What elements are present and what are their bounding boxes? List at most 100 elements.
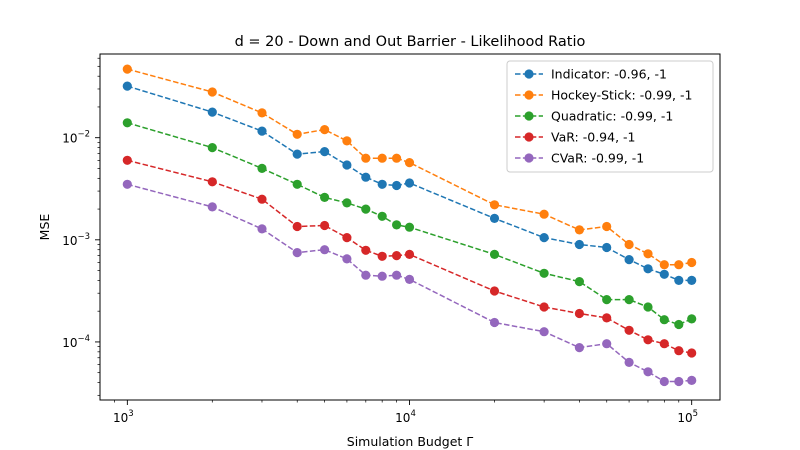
data-point bbox=[377, 153, 387, 163]
data-point bbox=[574, 277, 585, 287]
data-point bbox=[602, 242, 612, 253]
data-point bbox=[257, 224, 267, 234]
data-point bbox=[320, 192, 330, 202]
data-point bbox=[489, 317, 500, 328]
legend-label: Hockey-Stick: -0.99, -1 bbox=[551, 88, 692, 103]
data-point bbox=[624, 239, 634, 250]
x-tick-label: 103 bbox=[113, 409, 134, 425]
plot-frame bbox=[99, 53, 721, 401]
data-point bbox=[643, 249, 653, 259]
data-point bbox=[687, 275, 697, 285]
data-point bbox=[292, 179, 302, 189]
x-axis-label: Simulation Budget Γ bbox=[347, 434, 473, 449]
y-tick-label: 10−2 bbox=[62, 130, 90, 146]
legend-label: Indicator: -0.96, -1 bbox=[551, 67, 667, 82]
data-point bbox=[624, 295, 634, 305]
data-point bbox=[674, 275, 684, 285]
data-point bbox=[539, 209, 549, 219]
data-point bbox=[207, 177, 217, 187]
data-point bbox=[674, 319, 684, 330]
data-point bbox=[602, 221, 612, 232]
chart-title: d = 20 - Down and Out Barrier - Likeliho… bbox=[235, 34, 586, 50]
data-point bbox=[643, 335, 653, 345]
data-point bbox=[361, 204, 371, 214]
data-point bbox=[377, 251, 387, 261]
legend-box bbox=[506, 60, 714, 173]
data-point bbox=[404, 274, 415, 284]
data-point bbox=[687, 257, 697, 268]
data-point bbox=[292, 129, 302, 139]
y-axis-label: MSE bbox=[37, 214, 52, 241]
data-point bbox=[257, 194, 267, 204]
data-point bbox=[122, 81, 132, 91]
data-point bbox=[602, 313, 612, 323]
data-point bbox=[687, 348, 697, 358]
data-point bbox=[361, 245, 371, 255]
data-point bbox=[377, 271, 387, 281]
y-axis: 10−4 10−3 10−2 bbox=[62, 57, 100, 396]
data-point bbox=[539, 233, 549, 243]
x-tick-label: 105 bbox=[677, 409, 698, 425]
legend-label: CVaR: -0.99, -1 bbox=[551, 151, 644, 166]
data-point bbox=[643, 367, 653, 377]
data-point bbox=[404, 222, 415, 232]
data-point bbox=[539, 268, 549, 278]
data-point bbox=[207, 107, 217, 117]
data-point bbox=[602, 339, 612, 349]
data-point bbox=[342, 136, 352, 146]
data-point bbox=[392, 180, 402, 191]
data-point bbox=[257, 163, 267, 173]
data-point bbox=[574, 308, 585, 319]
legend-marker bbox=[524, 90, 534, 100]
legend-marker bbox=[524, 111, 534, 121]
data-point bbox=[207, 202, 217, 212]
data-point bbox=[377, 211, 387, 221]
data-point bbox=[687, 314, 697, 324]
data-point bbox=[574, 239, 585, 250]
data-point bbox=[122, 118, 132, 128]
data-point bbox=[659, 339, 669, 349]
data-point bbox=[659, 260, 669, 270]
data-point bbox=[624, 325, 634, 335]
data-point bbox=[643, 264, 653, 274]
data-point bbox=[320, 125, 330, 135]
data-point bbox=[392, 251, 402, 261]
data-point bbox=[643, 302, 653, 312]
data-point bbox=[342, 198, 352, 208]
data-point bbox=[122, 179, 132, 189]
data-point bbox=[392, 153, 402, 163]
data-point bbox=[659, 315, 669, 325]
data-point bbox=[122, 64, 132, 74]
data-point bbox=[659, 376, 669, 387]
legend-label: VaR: -0.94, -1 bbox=[551, 130, 635, 145]
data-point bbox=[292, 221, 302, 232]
data-point bbox=[320, 220, 330, 231]
data-point bbox=[207, 87, 217, 97]
data-point bbox=[489, 286, 500, 296]
data-point bbox=[292, 248, 302, 258]
data-point bbox=[489, 249, 500, 259]
data-point bbox=[361, 153, 371, 163]
data-point bbox=[257, 126, 267, 136]
data-point bbox=[674, 346, 684, 356]
data-point bbox=[361, 172, 371, 182]
data-point bbox=[674, 260, 684, 270]
data-point bbox=[377, 179, 387, 189]
data-point bbox=[687, 375, 697, 385]
data-point bbox=[574, 225, 585, 235]
data-point bbox=[257, 108, 267, 118]
data-point bbox=[574, 343, 585, 353]
data-point bbox=[342, 254, 352, 264]
data-point bbox=[361, 270, 371, 280]
legend-marker bbox=[524, 132, 534, 142]
legend-marker bbox=[524, 69, 534, 79]
data-point bbox=[342, 160, 352, 170]
data-point bbox=[624, 357, 634, 367]
data-point bbox=[539, 302, 549, 312]
y-tick-label: 10−4 bbox=[62, 334, 90, 350]
data-point bbox=[122, 155, 132, 165]
data-point bbox=[404, 158, 415, 168]
legend-label: Quadratic: -0.99, -1 bbox=[551, 109, 673, 124]
data-point bbox=[342, 233, 352, 243]
